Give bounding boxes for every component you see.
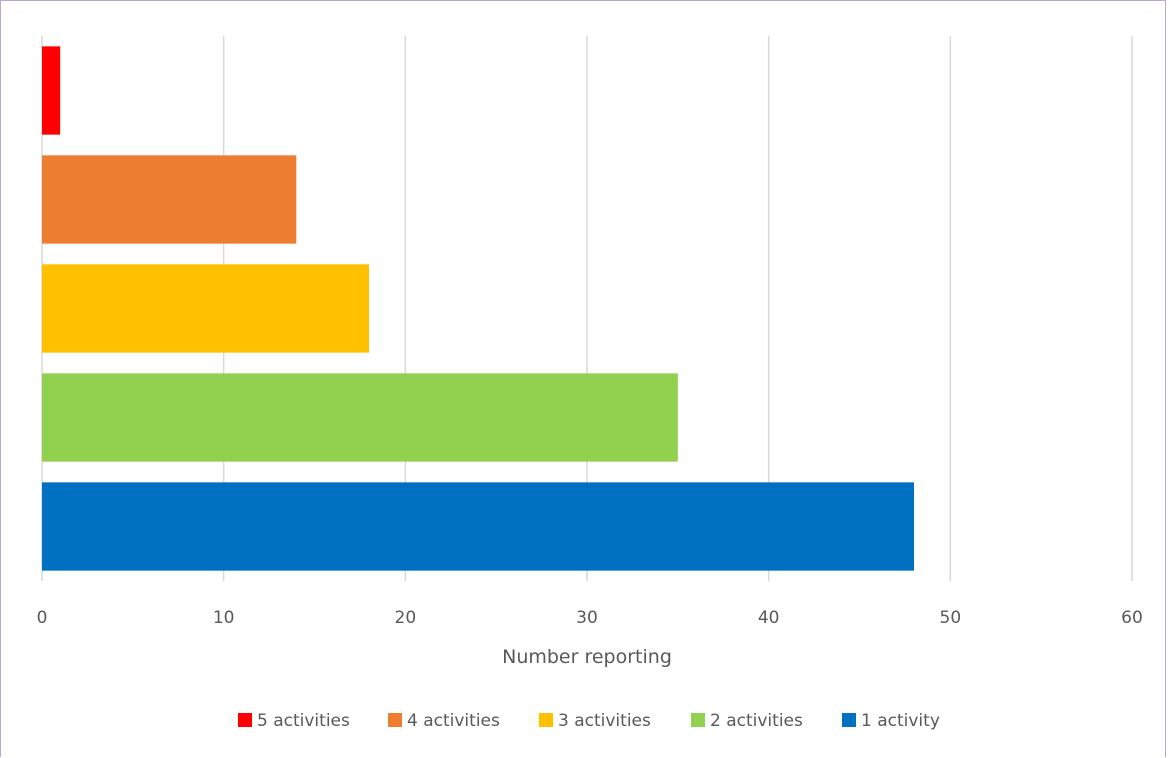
- legend-item: 3 activities: [539, 711, 651, 731]
- bar-5-activities: [42, 46, 61, 135]
- legend-label: 2 activities: [710, 711, 803, 731]
- bar-1-activity: [42, 482, 914, 571]
- legend-item: 2 activities: [691, 711, 803, 731]
- gridlines: [41, 36, 1133, 581]
- x-tick-labels: 0 10 20 30 40 50 60: [37, 608, 1143, 628]
- legend-item: 1 activity: [842, 711, 940, 731]
- x-tick-label: 10: [213, 608, 235, 628]
- x-axis-title: Number reporting: [502, 646, 672, 668]
- legend: 5 activities 4 activities 3 activities 2 ac…: [238, 711, 940, 731]
- x-tick-label: 50: [940, 608, 962, 628]
- bar-4-activities: [42, 155, 297, 244]
- legend-swatch: [388, 713, 402, 727]
- x-tick-label: 30: [576, 608, 598, 628]
- bar-3-activities: [42, 264, 369, 353]
- bar-2-activities: [42, 373, 678, 462]
- x-tick-label: 40: [758, 608, 780, 628]
- legend-swatch: [539, 713, 553, 727]
- bars: [42, 46, 914, 571]
- legend-swatch: [842, 713, 856, 727]
- legend-item: 4 activities: [388, 711, 500, 731]
- legend-swatch: [238, 713, 252, 727]
- x-tick-label: 0: [37, 608, 48, 628]
- legend-label: 1 activity: [861, 711, 940, 731]
- legend-label: 4 activities: [407, 711, 500, 731]
- legend-item: 5 activities: [238, 711, 350, 731]
- legend-label: 3 activities: [558, 711, 651, 731]
- legend-label: 5 activities: [257, 711, 350, 731]
- x-tick-label: 20: [395, 608, 417, 628]
- x-tick-label: 60: [1121, 608, 1143, 628]
- legend-swatch: [691, 713, 705, 727]
